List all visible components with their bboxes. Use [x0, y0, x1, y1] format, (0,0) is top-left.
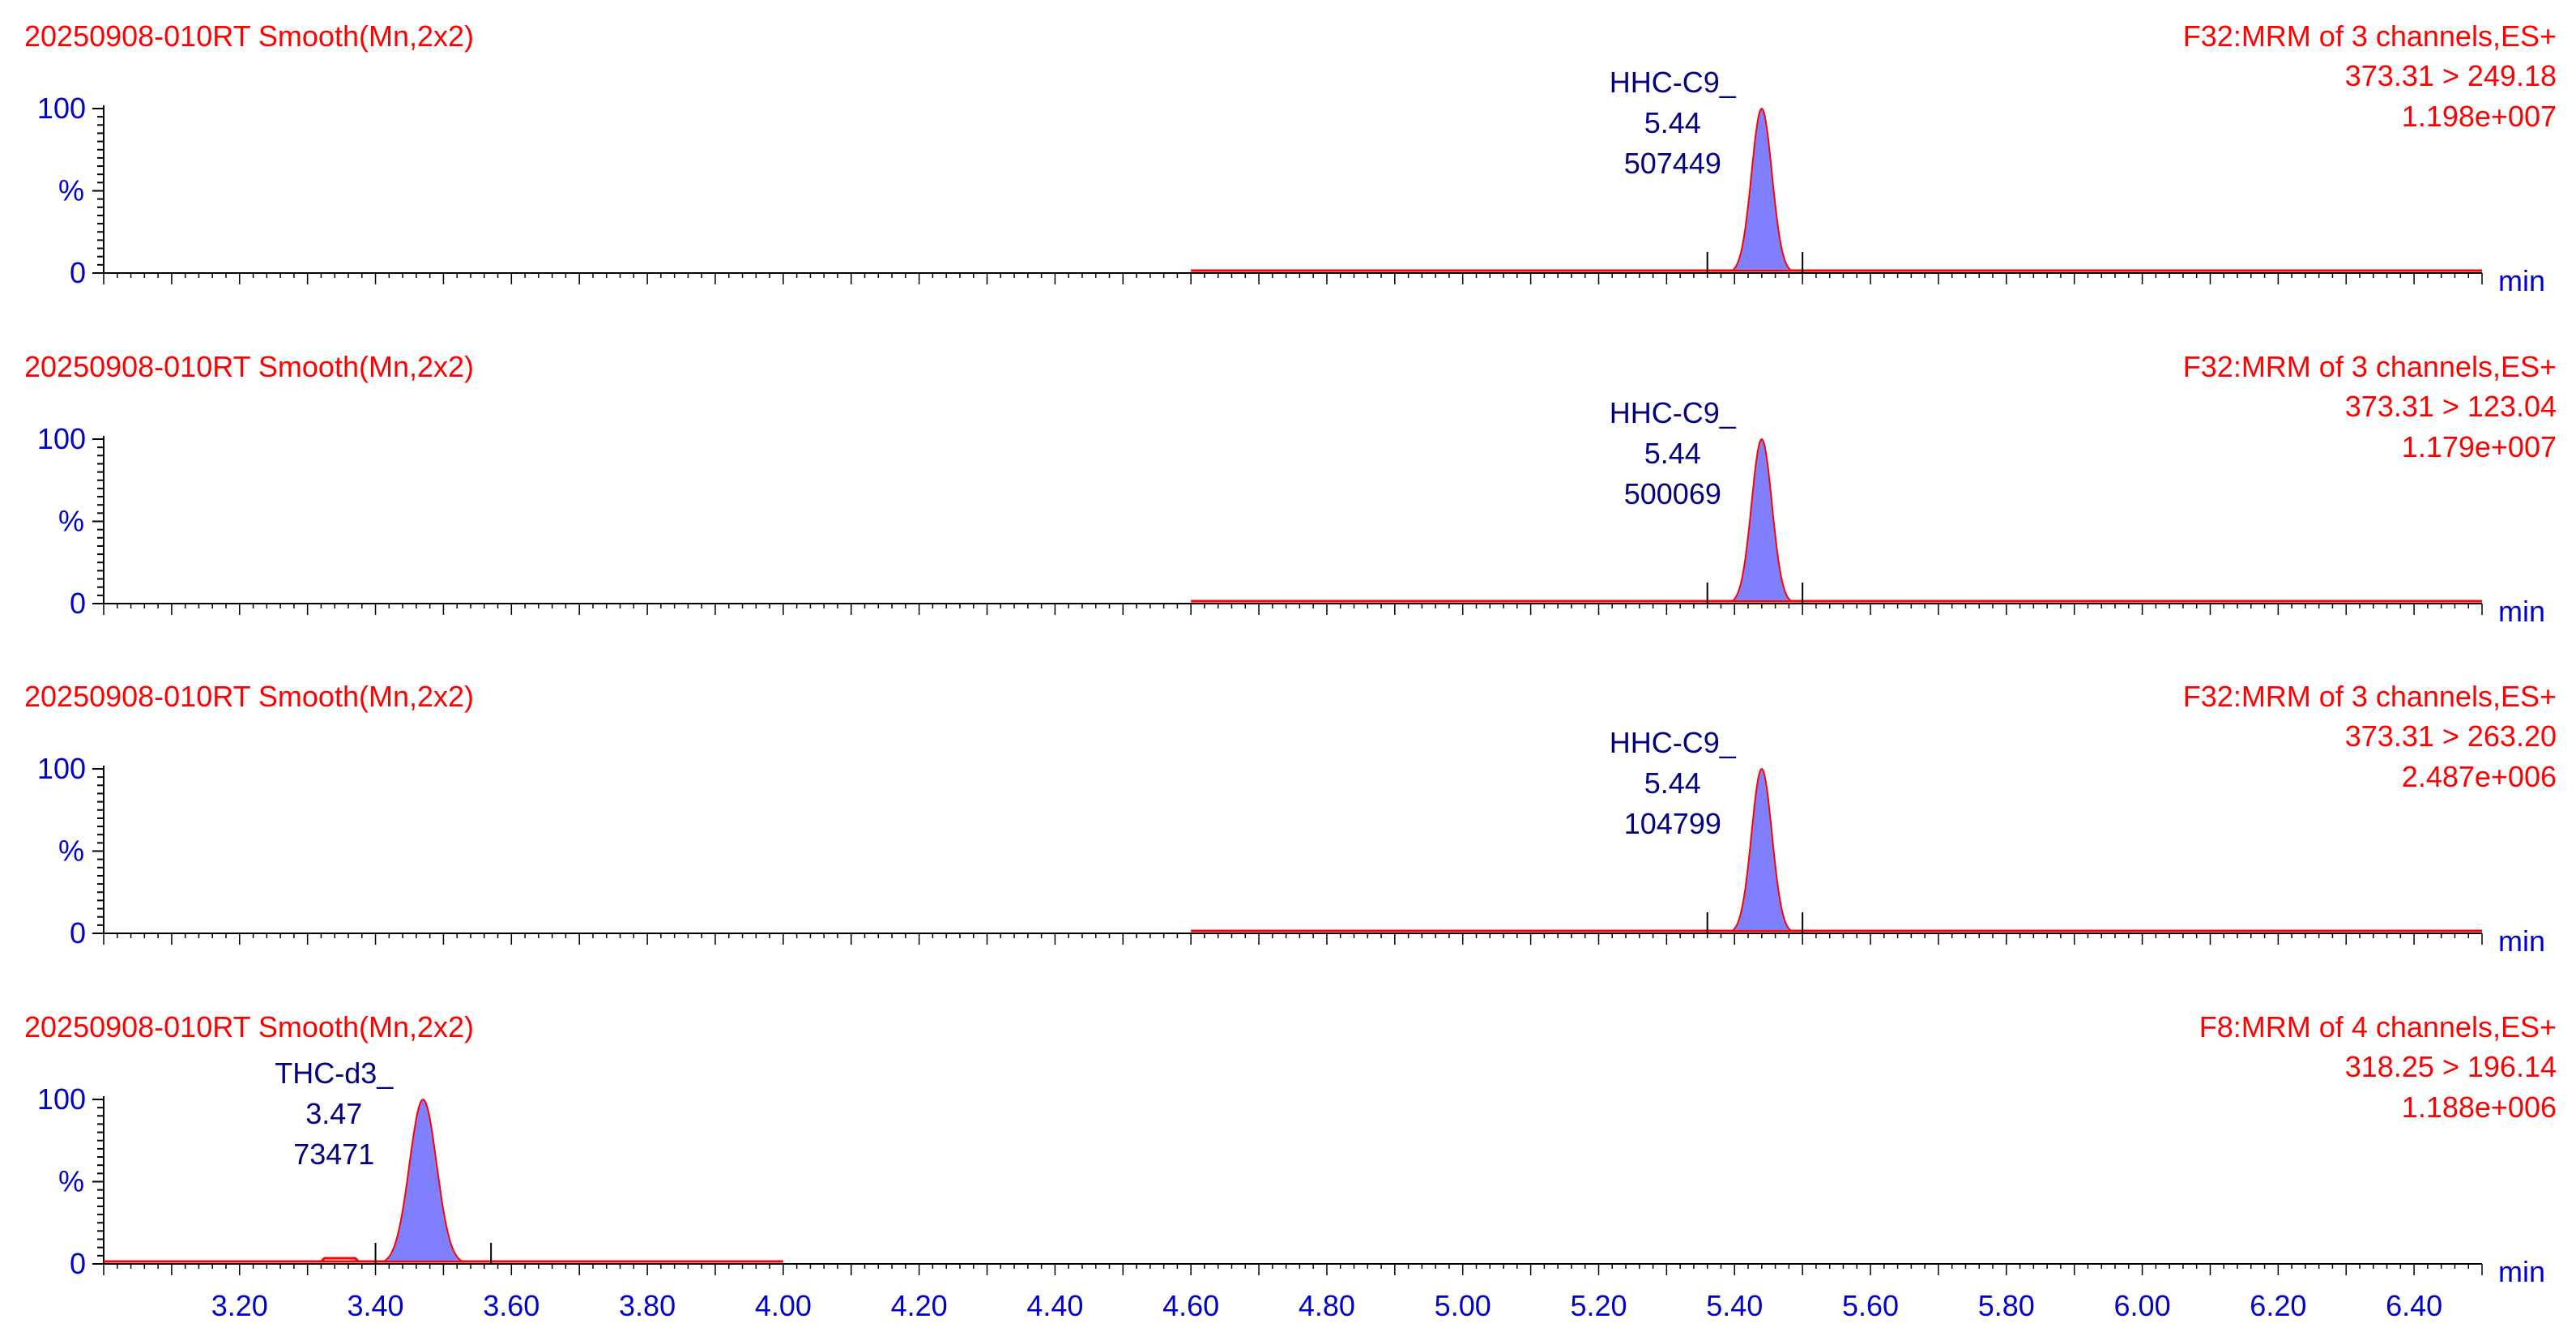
- peak-retention-time: 5.44: [1644, 106, 1701, 139]
- y-tick-label-100: 100: [37, 92, 86, 125]
- x-tick-label: 4.20: [891, 1289, 948, 1322]
- function-info: F32:MRM of 3 channels,ES+: [2183, 350, 2557, 383]
- x-tick-label: 6.20: [2250, 1289, 2306, 1322]
- mrm-transition: 318.25 > 196.14: [2345, 1050, 2557, 1083]
- noise-trace: [320, 1257, 360, 1263]
- y-tick-label-0: 0: [70, 256, 86, 289]
- y-axis-percent-label: %: [58, 834, 84, 868]
- x-tick-label: 5.60: [1842, 1289, 1899, 1322]
- peak-area-value: 104799: [1624, 807, 1721, 840]
- mrm-transition: 373.31 > 249.18: [2345, 59, 2557, 92]
- peak-name-label: HHC-C9_: [1610, 66, 1737, 99]
- y-axis-percent-label: %: [58, 505, 84, 538]
- peak-area-value: 73471: [293, 1138, 374, 1171]
- y-tick-label-0: 0: [70, 916, 86, 950]
- x-tick-label: 4.80: [1299, 1289, 1355, 1322]
- peak-area: [1707, 107, 1803, 271]
- y-tick-label-0: 0: [70, 1247, 86, 1280]
- peak-name-label: HHC-C9_: [1610, 726, 1737, 759]
- peak-area-value: 507449: [1624, 147, 1721, 180]
- y-tick-label-100: 100: [37, 752, 86, 785]
- x-tick-label: 3.40: [348, 1289, 404, 1322]
- x-tick-label: 6.40: [2386, 1289, 2442, 1322]
- y-tick-label-100: 100: [37, 422, 86, 455]
- x-tick-label: 5.40: [1706, 1289, 1763, 1322]
- x-tick-label: 5.20: [1570, 1289, 1627, 1322]
- peak-area: [1707, 767, 1803, 932]
- peak-retention-time: 3.47: [305, 1097, 362, 1130]
- y-tick-label-0: 0: [70, 587, 86, 620]
- peak-area: [1707, 438, 1803, 602]
- peak-area: [375, 1098, 492, 1262]
- peak-retention-time: 5.44: [1644, 766, 1701, 800]
- function-info: F8:MRM of 4 channels,ES+: [2199, 1010, 2557, 1044]
- x-axis-unit-label: min: [2498, 924, 2545, 958]
- peak-name-label: HHC-C9_: [1610, 396, 1737, 429]
- y-axis-percent-label: %: [58, 1165, 84, 1198]
- chromatogram-panel-1: 20250908-010RT Smooth(Mn,2x2) F32:MRM of …: [24, 19, 2557, 297]
- intensity-label: 1.179e+007: [2402, 430, 2557, 463]
- intensity-label: 1.198e+007: [2402, 100, 2557, 133]
- x-tick-label: 6.00: [2114, 1289, 2171, 1322]
- chromatogram-panel-4: 20250908-010RT Smooth(Mn,2x2) F8:MRM of 4…: [24, 1010, 2557, 1322]
- x-tick-label: 4.60: [1162, 1289, 1219, 1322]
- x-tick-label: 5.00: [1435, 1289, 1491, 1322]
- y-tick-label-100: 100: [37, 1082, 86, 1116]
- x-tick-label: 4.40: [1026, 1289, 1083, 1322]
- x-tick-label: 5.80: [1978, 1289, 2035, 1322]
- sample-title: 20250908-010RT Smooth(Mn,2x2): [24, 1010, 474, 1044]
- peak-retention-time: 5.44: [1644, 437, 1701, 470]
- peak-name-label: THC-d3_: [275, 1056, 394, 1090]
- mrm-transition: 373.31 > 263.20: [2345, 719, 2557, 753]
- intensity-label: 1.188e+006: [2402, 1091, 2557, 1124]
- y-axis-percent-label: %: [58, 174, 84, 207]
- x-tick-label: 4.00: [755, 1289, 812, 1322]
- sample-title: 20250908-010RT Smooth(Mn,2x2): [24, 350, 474, 383]
- intensity-label: 2.487e+006: [2402, 760, 2557, 793]
- x-tick-label: 3.20: [211, 1289, 268, 1322]
- x-tick-label: 3.80: [619, 1289, 676, 1322]
- function-info: F32:MRM of 3 channels,ES+: [2183, 19, 2557, 53]
- x-axis-unit-label: min: [2498, 264, 2545, 297]
- x-axis-unit-label: min: [2498, 1255, 2545, 1288]
- mrm-transition: 373.31 > 123.04: [2345, 390, 2557, 423]
- peak-area-value: 500069: [1624, 477, 1721, 510]
- sample-title: 20250908-010RT Smooth(Mn,2x2): [24, 680, 474, 713]
- chromatogram-panel-3: 20250908-010RT Smooth(Mn,2x2) F32:MRM of …: [24, 680, 2557, 958]
- x-axis-unit-label: min: [2498, 595, 2545, 628]
- x-tick-label: 3.60: [483, 1289, 540, 1322]
- function-info: F32:MRM of 3 channels,ES+: [2183, 680, 2557, 713]
- sample-title: 20250908-010RT Smooth(Mn,2x2): [24, 19, 474, 53]
- chromatogram-panel-2: 20250908-010RT Smooth(Mn,2x2) F32:MRM of …: [24, 350, 2557, 628]
